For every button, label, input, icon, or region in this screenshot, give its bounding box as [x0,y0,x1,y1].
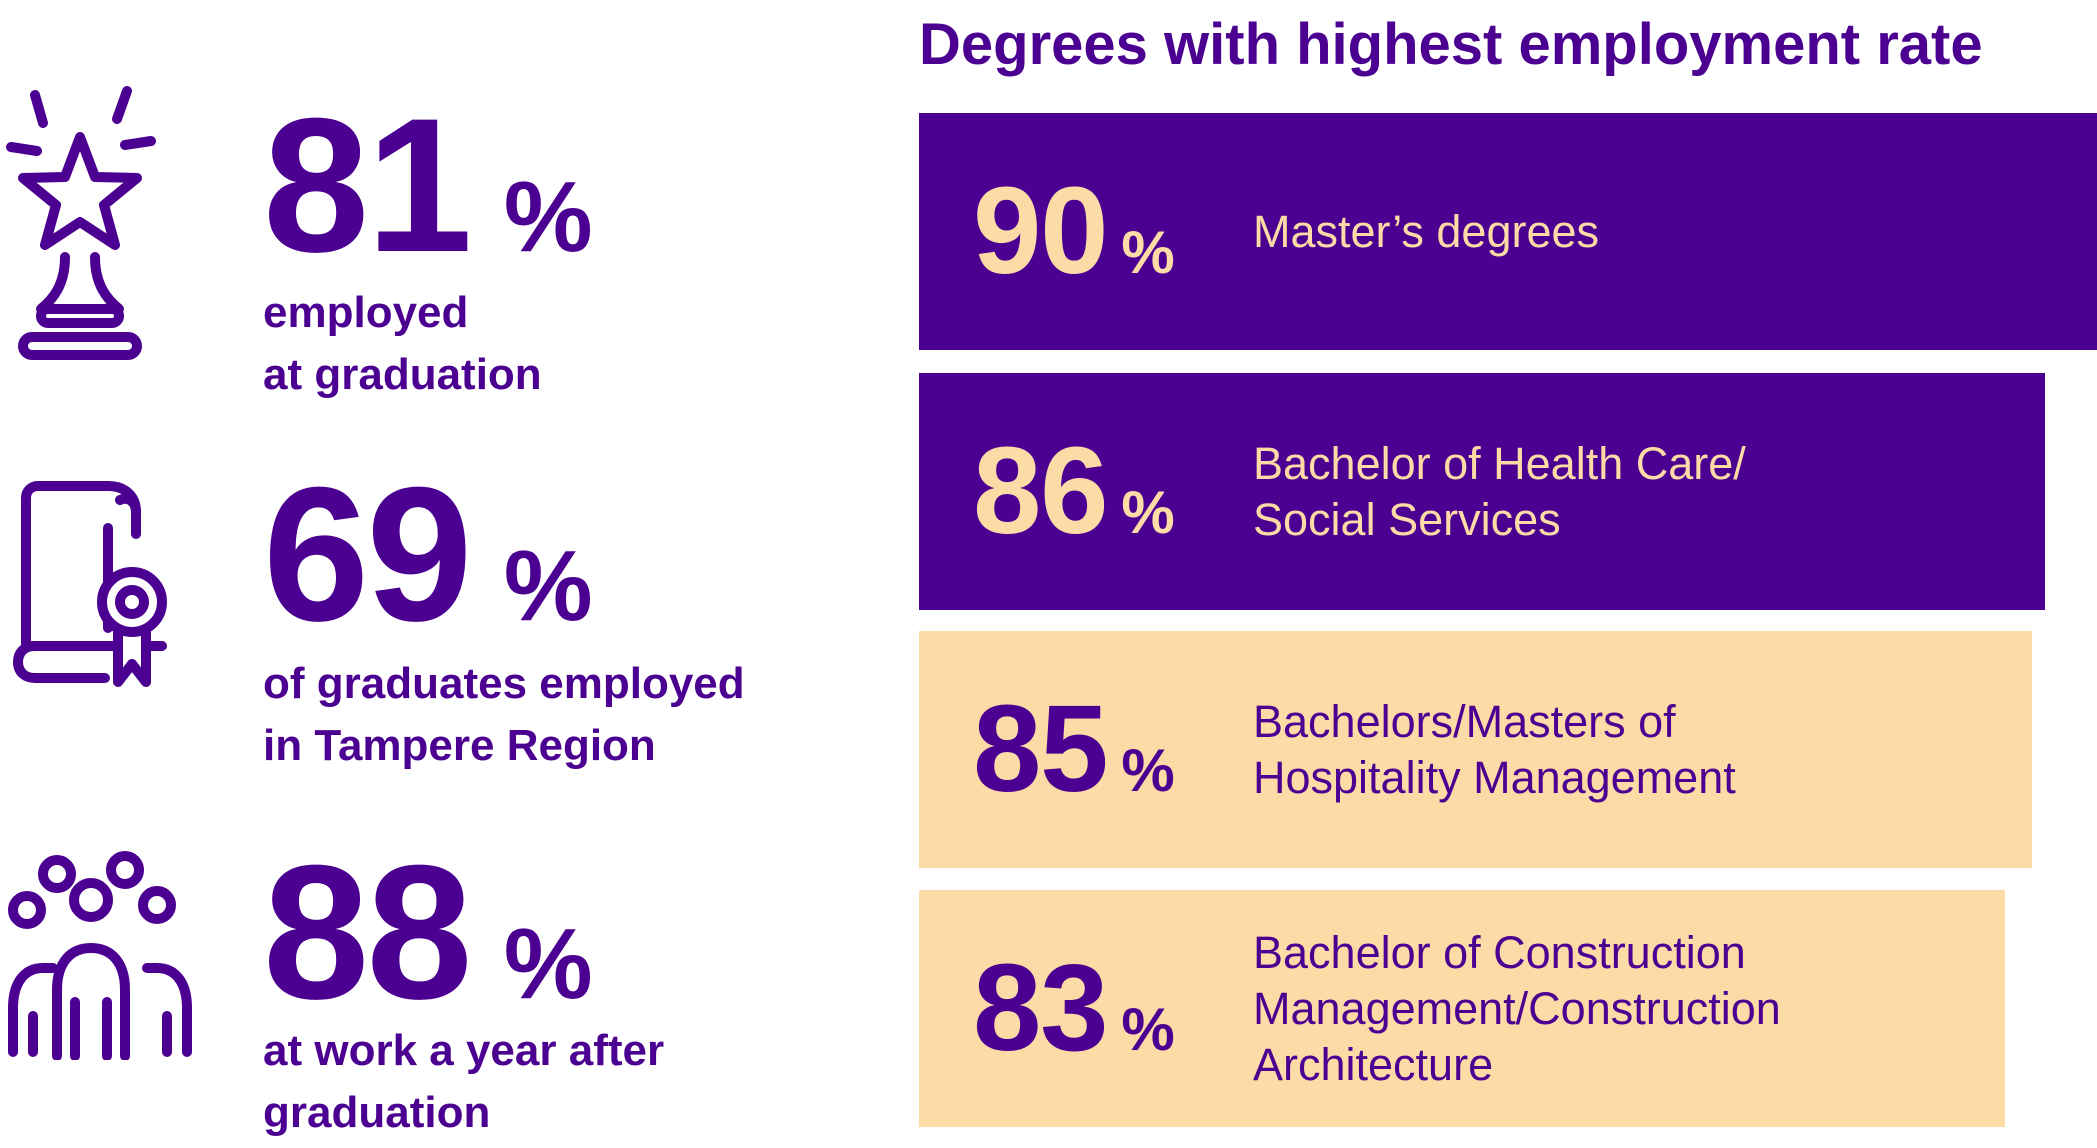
bar-label: Bachelors/Masters of Hospitality Managem… [1253,694,1736,806]
bar-label-line: Bachelors/Masters of [1253,695,1676,747]
percent-sign: % [1121,737,1174,804]
percent-sign: % [503,908,593,1020]
chart-title: Degrees with highest employment rate [919,12,1983,77]
caption-line: graduation [263,1088,491,1137]
people-group-icon [5,848,195,1060]
stat-caption-at-work-year-after: at work a year after graduation [263,1020,664,1144]
bar-hospitality-management: 85% Bachelors/Masters of Hospitality Man… [919,631,2032,868]
bar-label: Master’s degrees [1253,204,1599,260]
caption-line: in Tampere Region [263,721,656,770]
bar-number-text: 83 [973,940,1109,1077]
caption-line: at graduation [263,350,542,399]
bar-value: 85% [973,688,1253,811]
bar-number-text: 85 [973,681,1109,818]
stat-number: 69 [263,448,473,661]
stat-value-employed-at-graduation: 81% [263,90,593,281]
stat-caption-employed-in-region: of graduates employed in Tampere Region [263,653,745,777]
stat-value-employed-in-region: 69% [263,459,593,650]
bar-value: 86% [973,430,1253,553]
bar-health-care-social-services: 86% Bachelor of Health Care/ Social Serv… [919,373,2045,610]
caption-line: of graduates employed [263,659,745,708]
bar-label-line: Bachelor of Construction [1253,926,1746,978]
caption-line: at work a year after [263,1026,665,1075]
bar-label-line: Social Services [1253,493,1561,545]
bar-value: 83% [973,947,1253,1070]
bar-label-line: Architecture [1253,1038,1494,1090]
percent-sign: % [1121,219,1174,286]
bar-construction-management-architecture: 83% Bachelor of Construction Management/… [919,890,2005,1127]
bar-label: Bachelor of Construction Management/Cons… [1253,925,1781,1093]
percent-sign: % [1121,479,1174,546]
bar-number-text: 86 [973,423,1109,560]
percent-sign: % [1121,996,1174,1063]
bar-label-line: Master’s degrees [1253,205,1600,257]
bar-label-line: Bachelor of Health Care/ [1253,437,1746,489]
bar-masters-degrees: 90% Master’s degrees [919,113,2097,350]
stat-value-at-work-year-after: 88% [263,837,593,1028]
bar-number-text: 90 [973,163,1109,300]
percent-sign: % [503,161,593,273]
stat-number: 88 [263,826,473,1039]
percent-sign: % [503,530,593,642]
bar-label-line: Management/Construction [1253,982,1781,1034]
stat-caption-employed-at-graduation: employed at graduation [263,282,542,406]
stat-number: 81 [263,79,473,292]
bar-value: 90% [973,170,1253,293]
bar-label: Bachelor of Health Care/ Social Services [1253,436,1746,548]
trophy-star-icon [5,85,160,365]
diploma-icon [10,478,185,690]
bar-label-line: Hospitality Management [1253,751,1736,803]
caption-line: employed [263,288,469,337]
